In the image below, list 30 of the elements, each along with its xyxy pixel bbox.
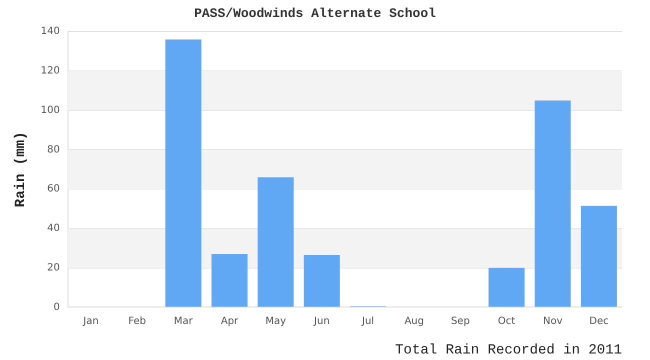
bar xyxy=(304,255,340,307)
y-axis-title: Rain (mm) xyxy=(12,132,29,208)
bar xyxy=(488,268,525,307)
bar xyxy=(211,254,248,307)
x-tick-label: Mar xyxy=(174,316,194,327)
y-tick-label: 40 xyxy=(47,223,60,234)
x-tick-label: Jun xyxy=(313,316,330,327)
x-tick-label: Nov xyxy=(542,316,563,327)
y-tick-label: 80 xyxy=(47,144,60,156)
y-tick-label: 140 xyxy=(40,26,60,38)
y-tick-label: 0 xyxy=(54,302,60,313)
x-tick-label: May xyxy=(265,316,286,327)
bar xyxy=(580,206,617,307)
x-axis-title: Total Rain Recorded in 2011 xyxy=(395,342,622,358)
bar xyxy=(165,39,202,307)
x-tick-label: Dec xyxy=(589,316,609,327)
x-tick-label: Oct xyxy=(498,316,516,327)
y-tick-label: 60 xyxy=(47,184,60,195)
x-tick-label: Sep xyxy=(450,316,470,327)
y-tick-label: 100 xyxy=(40,104,60,116)
y-tick-label: 120 xyxy=(40,66,60,77)
bar xyxy=(534,100,571,307)
chart-title: PASS/Woodwinds Alternate School xyxy=(194,6,436,22)
y-tick-label: 20 xyxy=(47,262,60,274)
x-tick-label: Feb xyxy=(128,316,146,327)
x-tick-label: Apr xyxy=(220,316,240,327)
x-tick-label: Jul xyxy=(360,316,374,327)
x-tick-label: Aug xyxy=(404,316,424,327)
bar xyxy=(258,177,294,307)
x-tick-label: Jan xyxy=(82,316,99,327)
